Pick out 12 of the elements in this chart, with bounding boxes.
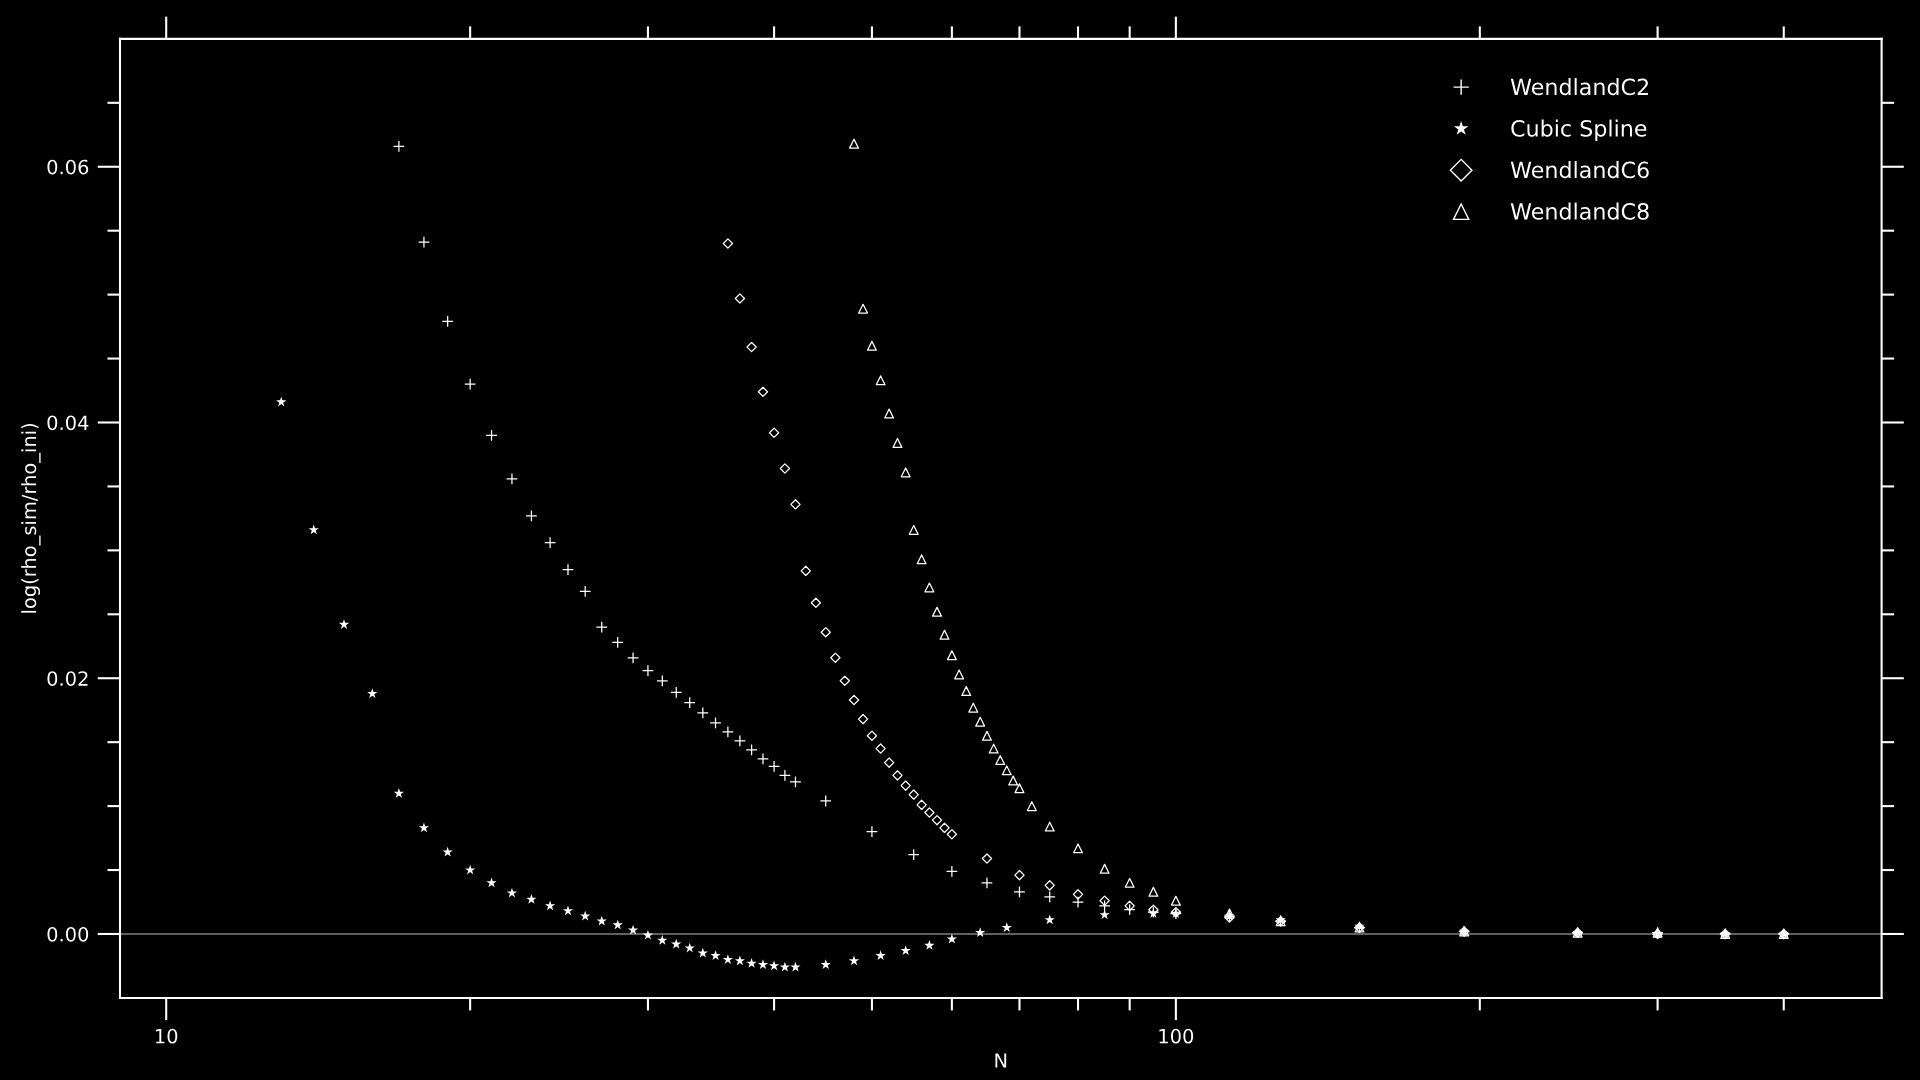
legend-label: WendlandC2 <box>1510 78 1648 96</box>
y-tick-label: 0.06 <box>47 159 89 175</box>
x-axis-title: N <box>995 1053 1007 1068</box>
y-tick-label: 0.02 <box>47 671 88 686</box>
legend-label: WendlandC8 <box>1510 202 1649 220</box>
y-tick-label: 0.04 <box>47 415 89 431</box>
x-tick-label: 10 <box>155 1028 178 1044</box>
legend-label: Cubic Spline <box>1511 119 1647 142</box>
legend-label: WendlandC6 <box>1510 161 1649 179</box>
x-tick-label: 100 <box>1159 1028 1194 1044</box>
y-axis-title: log(rho_sim/rho_ini) <box>21 423 41 613</box>
y-tick-label: 0.00 <box>47 926 89 942</box>
